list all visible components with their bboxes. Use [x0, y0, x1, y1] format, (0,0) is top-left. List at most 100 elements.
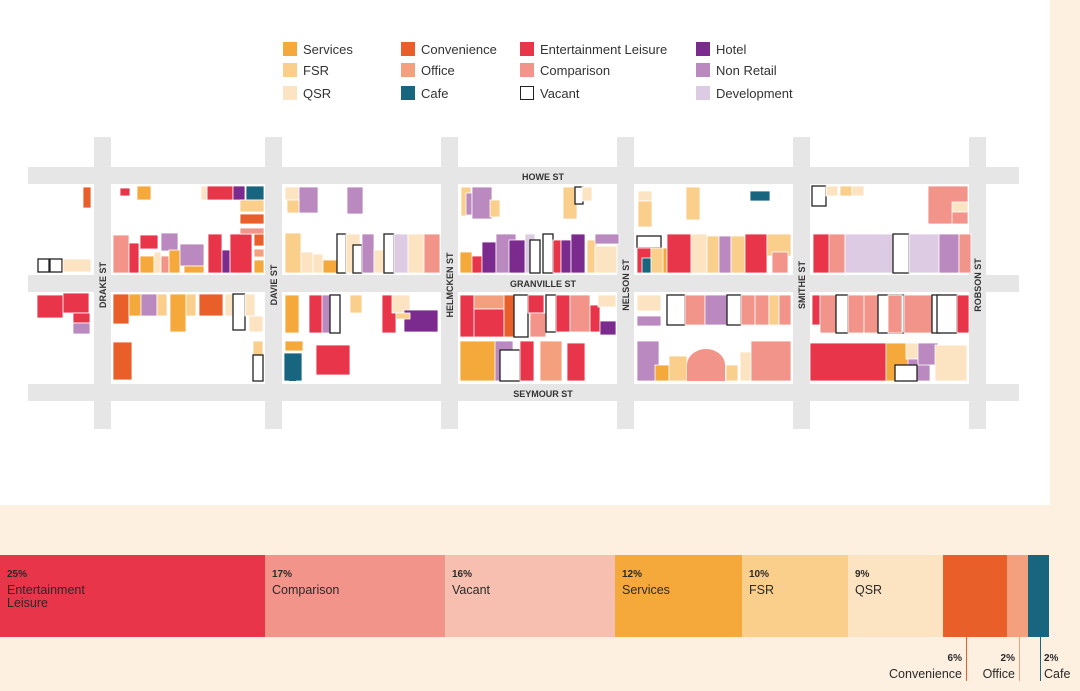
parcel-qsr [597, 294, 617, 308]
parcel-vacant [513, 294, 529, 338]
segment-label-line2: Leisure [7, 596, 48, 610]
parcel-services [654, 364, 670, 382]
parcel-services [183, 265, 205, 274]
street-smithe [793, 137, 810, 429]
legend-swatch-non-retail [696, 63, 710, 77]
parcel-comparison [958, 233, 972, 274]
parcel-convenience [253, 233, 265, 247]
street-davie [265, 137, 282, 429]
parcel-hotel [481, 241, 497, 274]
parcel-vacant [666, 294, 686, 326]
parcel-convenience [112, 293, 130, 325]
segment-label: Entertainment Leisure [7, 584, 85, 610]
parcel-qsr [200, 185, 208, 201]
street-robson [969, 137, 986, 429]
parcel-comparison [112, 234, 130, 274]
parcel-non-retail [938, 233, 960, 274]
parcel-convenience [112, 341, 133, 381]
parcel-services [169, 293, 187, 333]
segment-percent: 16% [452, 569, 473, 580]
legend-swatch-vacant [520, 86, 534, 100]
parcel-services [284, 294, 300, 334]
parcel-non-retail [636, 315, 662, 327]
parcel-comparison [423, 233, 441, 274]
parcel-non-retail [718, 235, 732, 274]
parcel-vacant [894, 364, 918, 382]
parcel-qsr [851, 185, 865, 197]
callout-line-cafe [1040, 637, 1041, 681]
legend-label-office: Office [421, 62, 455, 78]
bar-segment-convenience [943, 555, 1007, 637]
parcel-services [253, 259, 265, 274]
parcel-non-retail [140, 293, 158, 317]
legend-swatch-comparison [520, 63, 534, 77]
parcel-convenience [198, 293, 224, 317]
parcel-qsr [373, 249, 385, 274]
legend-label-entertainment: Entertainment Leisure [540, 41, 668, 57]
parcel-fsr [395, 312, 411, 320]
parcel-entertainment [473, 308, 505, 338]
parcel-vacant [545, 294, 557, 333]
parcel-services [139, 255, 155, 274]
parcel-qsr [690, 233, 708, 274]
legend-swatch-qsr [283, 86, 297, 100]
parcel-development [393, 233, 409, 274]
legend-item-hotel: Hotel [696, 40, 746, 58]
legend-item-convenience: Convenience [401, 40, 497, 58]
parcel-fsr [252, 340, 264, 356]
legend-item-development: Development [696, 84, 793, 102]
segment-percent: 10% [749, 569, 770, 580]
parcel-non-retail [298, 186, 319, 214]
parcel-vacant [936, 294, 958, 334]
legend-label-fsr: FSR [303, 62, 329, 78]
segment-percent: 25% [7, 569, 28, 580]
bar-segment-vacant: 16% Vacant [445, 555, 615, 637]
callout-line-office [1019, 637, 1020, 681]
segment-label: Vacant [452, 583, 490, 597]
bar-segment-qsr: 9% QSR [848, 555, 943, 637]
street-drake [94, 137, 111, 429]
parcel-entertainment [207, 233, 223, 274]
legend-swatch-development [696, 86, 710, 100]
legend-label-vacant: Vacant [540, 85, 580, 101]
parcel-qsr [248, 315, 264, 333]
legend-swatch-services [283, 42, 297, 56]
segment-label: Services [622, 583, 670, 597]
legend-label-convenience: Convenience [421, 41, 497, 57]
parcel-qsr [739, 351, 753, 382]
parcel-comparison [754, 294, 770, 326]
parcel-entertainment [206, 185, 234, 201]
parcel-entertainment [315, 344, 351, 376]
parcel-cafe [286, 355, 300, 381]
legend-swatch-cafe [401, 86, 415, 100]
parcel-entertainment [812, 233, 832, 274]
parcels [36, 185, 972, 382]
parcel-comparison [771, 251, 789, 274]
parcel-office [253, 248, 265, 258]
parcel-convenience [82, 186, 92, 209]
parcel-vacant [529, 239, 541, 274]
parcel-services [459, 340, 499, 382]
parcel-non-retail [72, 322, 91, 335]
segment-percent: 12% [622, 569, 643, 580]
parcel-comparison [819, 294, 837, 334]
legend-item-fsr: FSR [283, 61, 329, 79]
callout-label-convenience: Convenience [889, 667, 962, 681]
parcel-hotel [560, 239, 572, 274]
parcel-qsr [312, 253, 324, 274]
parcel-convenience [239, 213, 265, 225]
segment-percent: 9% [855, 569, 870, 580]
parcel-comparison [863, 294, 879, 334]
legend-swatch-office [401, 63, 415, 77]
parcel-entertainment [62, 292, 90, 314]
parcel-comparison [887, 294, 903, 334]
parcel-entertainment [72, 312, 91, 324]
legend: Services FSR QSR Convenience Office Cafe… [283, 40, 823, 104]
street-label-robson: ROBSON ST [973, 258, 983, 312]
parcel-fsr [839, 185, 853, 197]
parcel-comparison [903, 294, 933, 334]
parcel-qsr [934, 344, 968, 382]
legend-item-services: Services [283, 40, 353, 58]
parcel-entertainment [527, 294, 545, 314]
legend-label-hotel: Hotel [716, 41, 747, 57]
